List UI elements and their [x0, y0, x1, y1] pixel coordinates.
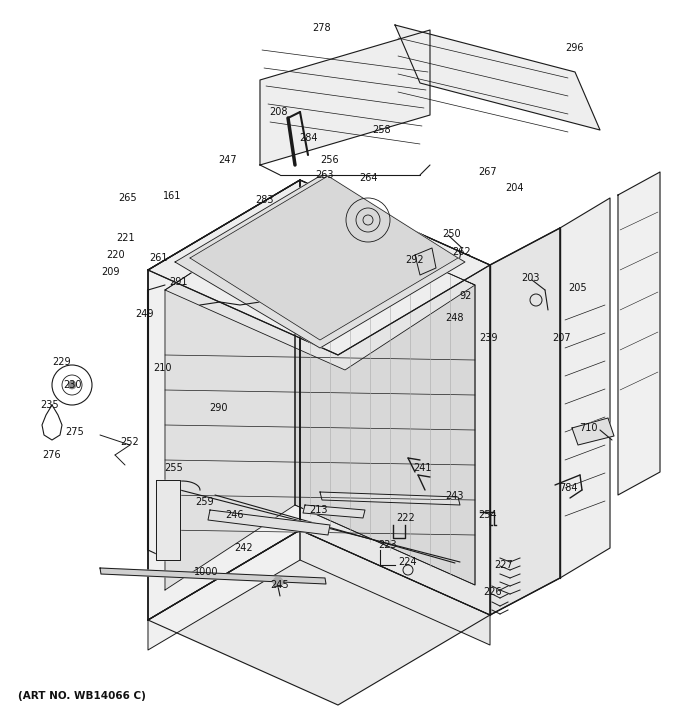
Polygon shape [395, 25, 600, 130]
Text: 255: 255 [165, 463, 184, 473]
Text: 239: 239 [479, 333, 497, 343]
Polygon shape [156, 480, 180, 560]
Polygon shape [148, 530, 300, 650]
Polygon shape [175, 176, 465, 348]
Text: 256: 256 [321, 155, 339, 165]
Circle shape [68, 381, 76, 389]
Polygon shape [303, 505, 365, 518]
Polygon shape [208, 510, 330, 535]
Text: 246: 246 [225, 510, 243, 520]
Text: 226: 226 [483, 587, 503, 597]
Text: 710: 710 [579, 423, 597, 433]
Text: 247: 247 [219, 155, 237, 165]
Polygon shape [100, 568, 326, 584]
Polygon shape [148, 530, 490, 705]
Polygon shape [618, 172, 660, 495]
Polygon shape [300, 180, 490, 615]
Polygon shape [260, 30, 430, 165]
Text: 245: 245 [271, 580, 289, 590]
Polygon shape [148, 180, 490, 355]
Text: 249: 249 [135, 309, 153, 319]
Text: 252: 252 [120, 437, 139, 447]
Text: 222: 222 [396, 513, 415, 523]
Polygon shape [165, 205, 475, 370]
Text: 92: 92 [460, 291, 472, 301]
Text: 243: 243 [445, 491, 463, 501]
Text: 229: 229 [52, 357, 71, 367]
Text: 207: 207 [553, 333, 571, 343]
Polygon shape [165, 205, 295, 590]
Text: 265: 265 [119, 193, 137, 203]
Polygon shape [295, 205, 475, 585]
Polygon shape [415, 248, 436, 275]
Text: 213: 213 [309, 505, 327, 515]
Text: 290: 290 [209, 403, 227, 413]
Text: 291: 291 [169, 277, 187, 287]
Text: 221: 221 [117, 233, 135, 243]
Text: 209: 209 [101, 267, 119, 277]
Text: 203: 203 [521, 273, 539, 283]
Text: 262: 262 [453, 247, 471, 257]
Text: 278: 278 [313, 23, 331, 33]
Text: 296: 296 [566, 43, 584, 53]
Text: 210: 210 [153, 363, 171, 373]
Text: 259: 259 [196, 497, 214, 507]
Text: (ART NO. WB14066 C): (ART NO. WB14066 C) [18, 691, 146, 701]
Text: 264: 264 [359, 173, 377, 183]
Text: 204: 204 [506, 183, 524, 193]
Text: 230: 230 [63, 380, 81, 390]
Text: 283: 283 [256, 195, 274, 205]
Polygon shape [300, 530, 490, 645]
Polygon shape [148, 180, 300, 620]
Polygon shape [190, 176, 458, 340]
Text: 223: 223 [379, 540, 397, 550]
Polygon shape [572, 418, 614, 445]
Text: 235: 235 [41, 400, 59, 410]
Text: 258: 258 [373, 125, 391, 135]
Text: 261: 261 [149, 253, 167, 263]
Polygon shape [490, 228, 560, 615]
Circle shape [273, 577, 283, 587]
Text: 254: 254 [479, 510, 497, 520]
Polygon shape [148, 180, 490, 355]
Text: 292: 292 [406, 255, 424, 265]
Polygon shape [295, 205, 475, 585]
Text: 208: 208 [269, 107, 287, 117]
Text: 784: 784 [559, 483, 577, 493]
Text: 275: 275 [66, 427, 84, 437]
Text: 242: 242 [235, 543, 254, 553]
Text: 227: 227 [494, 560, 513, 570]
Text: 267: 267 [479, 167, 497, 177]
Text: 284: 284 [299, 133, 318, 143]
Text: 241: 241 [413, 463, 431, 473]
Text: 248: 248 [445, 313, 463, 323]
Polygon shape [560, 198, 610, 578]
Text: 250: 250 [443, 229, 461, 239]
Text: 263: 263 [316, 170, 335, 180]
Text: 1000: 1000 [194, 567, 218, 577]
Text: 276: 276 [43, 450, 61, 460]
Text: 161: 161 [163, 191, 181, 201]
Text: 224: 224 [398, 557, 418, 567]
Polygon shape [320, 492, 460, 505]
Text: 205: 205 [568, 283, 588, 293]
Text: 220: 220 [107, 250, 125, 260]
